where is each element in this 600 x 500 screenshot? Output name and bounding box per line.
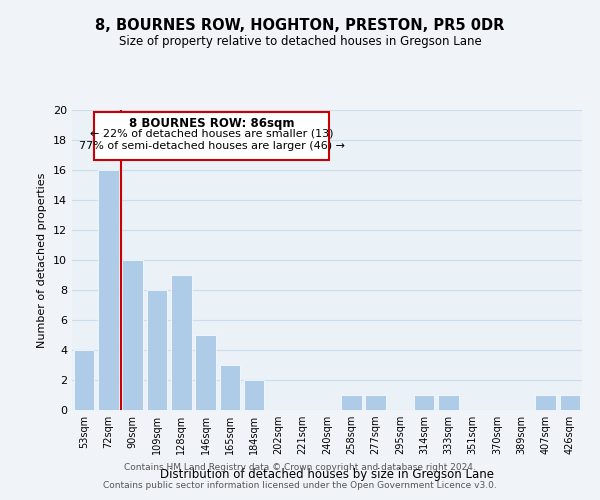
X-axis label: Distribution of detached houses by size in Gregson Lane: Distribution of detached houses by size … [160, 468, 494, 481]
Text: Contains public sector information licensed under the Open Government Licence v3: Contains public sector information licen… [103, 481, 497, 490]
Bar [341, 395, 362, 410]
Bar [195, 335, 216, 410]
Bar [438, 395, 459, 410]
Text: 77% of semi-detached houses are larger (46) →: 77% of semi-detached houses are larger (… [79, 141, 344, 151]
Y-axis label: Number of detached properties: Number of detached properties [37, 172, 47, 348]
Text: 8, BOURNES ROW, HOGHTON, PRESTON, PR5 0DR: 8, BOURNES ROW, HOGHTON, PRESTON, PR5 0D… [95, 18, 505, 32]
Text: ← 22% of detached houses are smaller (13): ← 22% of detached houses are smaller (13… [90, 128, 334, 138]
Bar [146, 290, 167, 410]
FancyBboxPatch shape [94, 112, 329, 160]
Text: Size of property relative to detached houses in Gregson Lane: Size of property relative to detached ho… [119, 35, 481, 48]
Bar [535, 395, 556, 410]
Bar [74, 350, 94, 410]
Bar [171, 275, 191, 410]
Bar [220, 365, 240, 410]
Bar [122, 260, 143, 410]
Bar [244, 380, 265, 410]
Bar [560, 395, 580, 410]
Bar [414, 395, 434, 410]
Text: 8 BOURNES ROW: 86sqm: 8 BOURNES ROW: 86sqm [129, 116, 295, 130]
Bar [365, 395, 386, 410]
Bar [98, 170, 119, 410]
Text: Contains HM Land Registry data © Crown copyright and database right 2024.: Contains HM Land Registry data © Crown c… [124, 464, 476, 472]
